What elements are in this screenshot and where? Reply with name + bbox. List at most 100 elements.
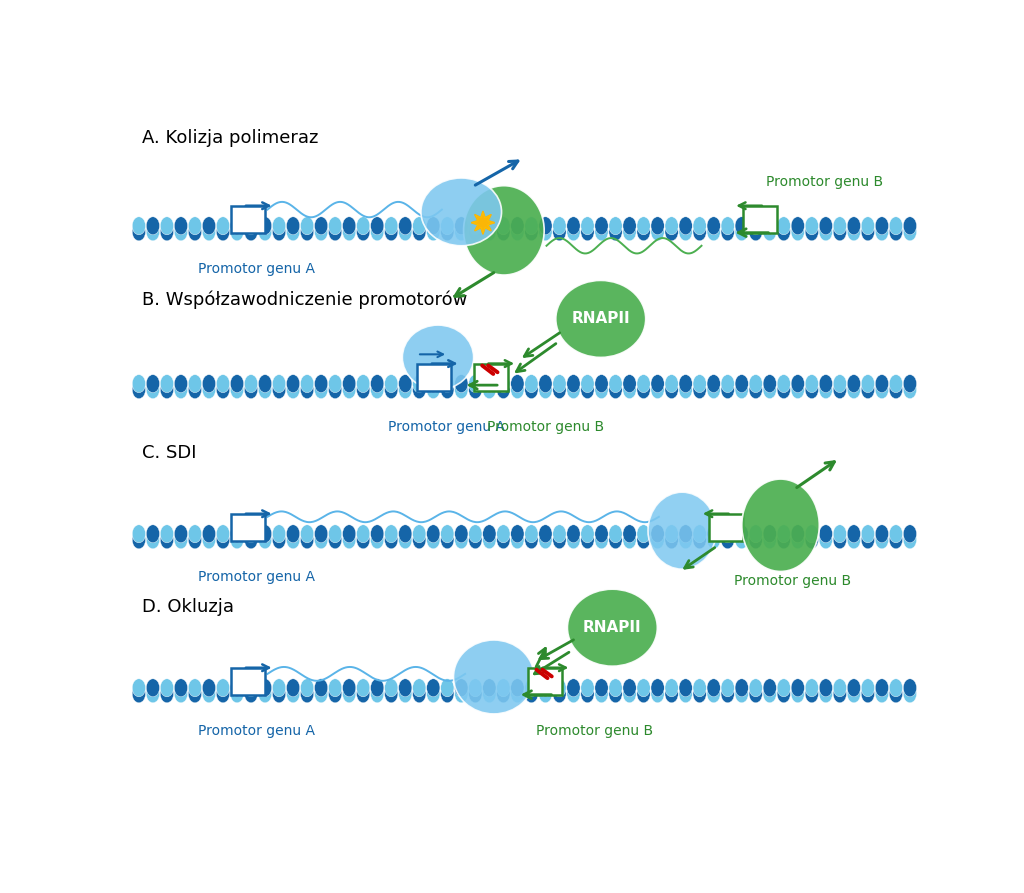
Ellipse shape <box>497 217 510 235</box>
Ellipse shape <box>903 685 916 703</box>
Ellipse shape <box>398 685 412 703</box>
Ellipse shape <box>287 679 300 697</box>
Ellipse shape <box>287 685 300 703</box>
Ellipse shape <box>230 217 244 235</box>
Ellipse shape <box>203 685 216 703</box>
Ellipse shape <box>834 223 847 241</box>
Ellipse shape <box>314 530 328 549</box>
Ellipse shape <box>861 223 874 241</box>
Ellipse shape <box>385 679 398 697</box>
Ellipse shape <box>805 375 818 393</box>
Ellipse shape <box>889 525 902 543</box>
Ellipse shape <box>819 679 833 697</box>
Ellipse shape <box>342 685 355 703</box>
Ellipse shape <box>665 685 678 703</box>
Ellipse shape <box>595 375 608 393</box>
Bar <box>710 513 743 540</box>
Ellipse shape <box>763 525 776 543</box>
Ellipse shape <box>539 217 552 235</box>
Ellipse shape <box>258 380 271 398</box>
Ellipse shape <box>132 530 145 549</box>
Ellipse shape <box>805 679 818 697</box>
Ellipse shape <box>847 679 860 697</box>
Ellipse shape <box>440 223 454 241</box>
Ellipse shape <box>371 375 384 393</box>
Ellipse shape <box>146 525 160 543</box>
Ellipse shape <box>245 530 258 549</box>
Ellipse shape <box>524 685 538 703</box>
Ellipse shape <box>524 217 538 235</box>
Ellipse shape <box>258 217 271 235</box>
Ellipse shape <box>203 525 216 543</box>
Ellipse shape <box>174 530 187 549</box>
Ellipse shape <box>216 375 229 393</box>
Ellipse shape <box>342 525 355 543</box>
Ellipse shape <box>693 380 707 398</box>
Text: Promotor genu B: Promotor genu B <box>766 175 883 189</box>
Ellipse shape <box>903 380 916 398</box>
Ellipse shape <box>735 223 749 241</box>
Ellipse shape <box>287 380 300 398</box>
Ellipse shape <box>777 525 791 543</box>
Ellipse shape <box>595 530 608 549</box>
Ellipse shape <box>805 217 818 235</box>
Ellipse shape <box>497 525 510 543</box>
Ellipse shape <box>861 380 874 398</box>
Text: D. Okluzja: D. Okluzja <box>142 598 233 616</box>
Ellipse shape <box>665 217 678 235</box>
Ellipse shape <box>861 685 874 703</box>
Ellipse shape <box>623 217 636 235</box>
Ellipse shape <box>539 679 552 697</box>
Ellipse shape <box>763 679 776 697</box>
Ellipse shape <box>245 375 258 393</box>
Ellipse shape <box>903 679 916 697</box>
Ellipse shape <box>174 223 187 241</box>
Ellipse shape <box>272 217 286 235</box>
Ellipse shape <box>440 685 454 703</box>
Ellipse shape <box>609 525 623 543</box>
Ellipse shape <box>777 217 791 235</box>
Text: Promotor genu B: Promotor genu B <box>486 421 604 434</box>
Ellipse shape <box>693 223 707 241</box>
Ellipse shape <box>777 679 791 697</box>
Ellipse shape <box>245 685 258 703</box>
Ellipse shape <box>427 525 440 543</box>
Ellipse shape <box>174 217 187 235</box>
Ellipse shape <box>203 530 216 549</box>
Ellipse shape <box>651 679 665 697</box>
Ellipse shape <box>329 223 342 241</box>
Ellipse shape <box>272 530 286 549</box>
Ellipse shape <box>230 380 244 398</box>
Ellipse shape <box>245 217 258 235</box>
Ellipse shape <box>847 530 860 549</box>
Ellipse shape <box>511 525 524 543</box>
Ellipse shape <box>427 223 440 241</box>
Ellipse shape <box>707 223 720 241</box>
Ellipse shape <box>679 530 692 549</box>
Ellipse shape <box>637 679 650 697</box>
Ellipse shape <box>385 685 398 703</box>
Ellipse shape <box>721 530 734 549</box>
Ellipse shape <box>371 525 384 543</box>
Ellipse shape <box>342 530 355 549</box>
Ellipse shape <box>567 685 581 703</box>
Ellipse shape <box>314 525 328 543</box>
Ellipse shape <box>356 375 370 393</box>
Polygon shape <box>471 211 495 234</box>
Ellipse shape <box>300 530 313 549</box>
Ellipse shape <box>556 280 646 357</box>
Ellipse shape <box>245 525 258 543</box>
Ellipse shape <box>693 217 707 235</box>
Ellipse shape <box>329 217 342 235</box>
Ellipse shape <box>763 375 776 393</box>
Ellipse shape <box>300 217 313 235</box>
Ellipse shape <box>553 217 566 235</box>
Ellipse shape <box>861 525 874 543</box>
Ellipse shape <box>648 492 716 569</box>
Ellipse shape <box>413 380 426 398</box>
Ellipse shape <box>482 375 496 393</box>
Ellipse shape <box>511 530 524 549</box>
Text: A. Kolizja polimeraz: A. Kolizja polimeraz <box>142 129 318 146</box>
Ellipse shape <box>440 375 454 393</box>
Ellipse shape <box>272 380 286 398</box>
